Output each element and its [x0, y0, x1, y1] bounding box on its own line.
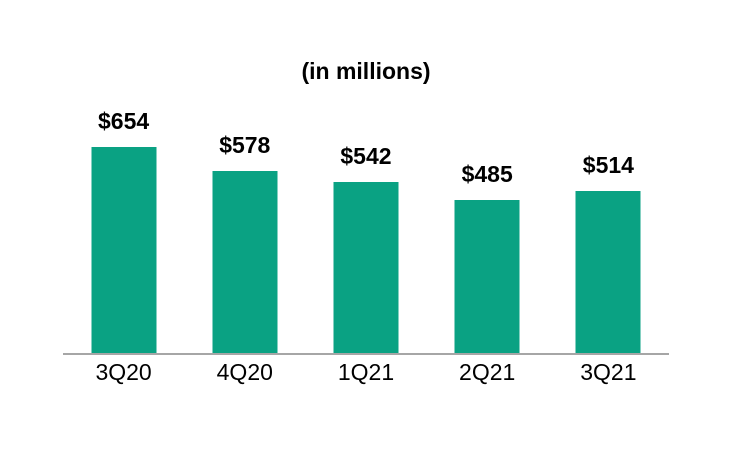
x-axis-line: [63, 353, 669, 355]
bar-slot: $485 2Q21: [427, 0, 548, 466]
bar: [212, 171, 278, 353]
bar-slot: $578 4Q20: [184, 0, 305, 466]
plot-area: $654 3Q20 $578 4Q20 $542 1Q21 $485 2Q21 …: [63, 0, 669, 466]
bar: [333, 182, 399, 353]
bar-slot: $542 1Q21: [305, 0, 426, 466]
bar-value-label: $578: [219, 132, 271, 158]
bar-value-label: $654: [98, 108, 150, 134]
bar-value-label: $514: [582, 152, 634, 178]
bar-slot: $514 3Q21: [548, 0, 669, 466]
x-axis-tick-label: 1Q21: [337, 359, 395, 385]
bar: [454, 200, 520, 353]
bar-slot: $654 3Q20: [63, 0, 184, 466]
bar: [575, 191, 641, 353]
chart-title: (in millions): [301, 58, 431, 84]
x-axis-tick-label: 3Q20: [95, 359, 152, 385]
x-axis-tick-label: 3Q21: [580, 359, 637, 385]
x-axis-tick-label: 2Q21: [459, 359, 516, 385]
bar-value-label: $542: [340, 143, 392, 169]
bar: [91, 147, 157, 353]
x-axis-tick-label: 4Q20: [216, 359, 273, 385]
bar-value-label: $485: [461, 161, 513, 187]
